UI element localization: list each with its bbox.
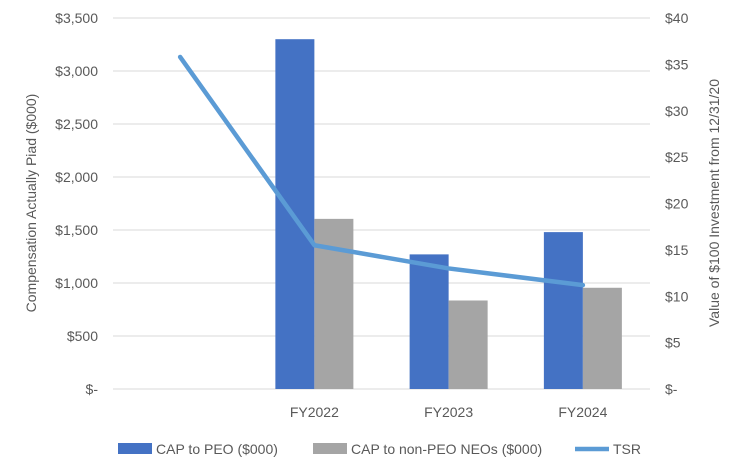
- x-tick-label: FY2022: [290, 404, 339, 420]
- right-tick-label: $20: [665, 196, 689, 212]
- right-tick-label: $-: [665, 381, 678, 397]
- gridlines: [113, 17, 650, 390]
- right-tick-label: $30: [665, 103, 689, 119]
- right-tick-label: $5: [665, 335, 681, 351]
- legend-swatch: [118, 443, 152, 454]
- right-axis-title: Value of $100 Investment from 12/31/20: [706, 79, 722, 327]
- x-tick-label: FY2023: [424, 404, 473, 420]
- legend-label: CAP to non-PEO NEOs ($000): [351, 441, 542, 457]
- bar-cap-peo: [543, 232, 583, 389]
- left-tick-label: $3,500: [55, 10, 98, 26]
- x-axis-ticks: FY2022 FY2023 FY2024: [290, 404, 608, 420]
- right-tick-label: $15: [665, 242, 689, 258]
- right-tick-label: $10: [665, 288, 689, 304]
- bar-cap-non-peo: [448, 300, 488, 389]
- right-axis-ticks: $- $5 $10 $15 $20 $25 $30 $35 $40: [665, 10, 689, 397]
- tsr-line: [177, 54, 586, 288]
- legend-label: CAP to PEO ($000): [156, 441, 278, 457]
- left-tick-label: $2,500: [55, 116, 98, 132]
- left-tick-label: $-: [86, 381, 99, 397]
- left-tick-label: $500: [67, 328, 98, 344]
- legend: CAP to PEO ($000) CAP to non-PEO NEOs ($0…: [118, 441, 641, 457]
- left-axis-title: Compensation Actually Piad ($000): [23, 94, 39, 313]
- tsr-line-path: [177, 54, 586, 288]
- bar-cap-non-peo: [582, 287, 622, 389]
- right-tick-label: $35: [665, 56, 689, 72]
- left-tick-label: $1,500: [55, 222, 98, 238]
- bar-cap-peo: [409, 254, 449, 389]
- left-tick-label: $1,000: [55, 275, 98, 291]
- right-tick-label: $40: [665, 10, 689, 26]
- legend-swatch: [313, 443, 347, 454]
- right-tick-label: $25: [665, 149, 689, 165]
- left-tick-label: $3,000: [55, 63, 98, 79]
- bars: [275, 39, 622, 389]
- left-tick-label: $2,000: [55, 169, 98, 185]
- x-tick-label: FY2024: [558, 404, 607, 420]
- legend-label: TSR: [613, 441, 641, 457]
- left-axis-ticks: $- $500 $1,000 $1,500 $2,000 $2,500 $3,000 $3,5…: [55, 10, 98, 397]
